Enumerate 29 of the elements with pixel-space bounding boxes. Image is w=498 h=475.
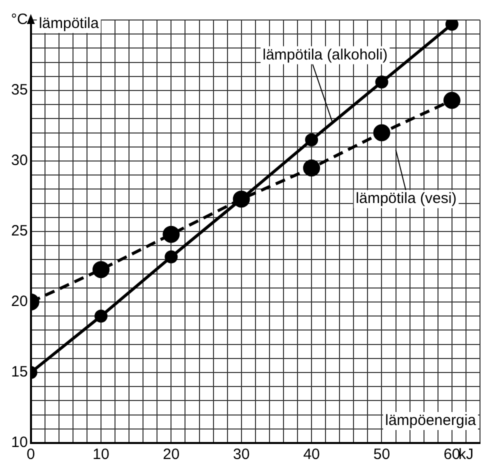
x-tick-label: 20 <box>162 446 180 464</box>
y-tick-label: 25 <box>11 222 28 240</box>
point <box>375 76 388 89</box>
point <box>92 261 110 278</box>
text: lämpötila (vesi) <box>356 190 457 208</box>
y-axis-title: lämpötila <box>38 15 100 32</box>
y-tick-label: °C <box>10 11 28 28</box>
y-tick-label: 35 <box>11 82 28 99</box>
point <box>445 20 458 31</box>
x-tick-label: 10 <box>92 446 110 464</box>
x-axis-title: lämpöenergia <box>385 412 477 430</box>
point <box>443 92 460 109</box>
point <box>373 124 390 142</box>
x-tick-label: kJ <box>458 446 474 464</box>
point <box>94 310 108 323</box>
point <box>305 133 318 146</box>
x-tick-label: 40 <box>303 446 320 464</box>
point <box>303 160 320 177</box>
y-tick-label: 30 <box>11 152 28 170</box>
x-tick-label: 60 <box>444 446 460 464</box>
x-tick-label: 50 <box>373 446 390 464</box>
point <box>162 226 180 243</box>
y-tick-label: 15 <box>11 364 28 381</box>
y-tick-label: 20 <box>11 293 28 310</box>
x-tick-label: 0 <box>26 446 36 464</box>
series-label: lämpötila (alkoholi) <box>262 46 388 64</box>
y-tick-label: 10 <box>11 434 28 452</box>
x-tick-label: 30 <box>233 446 250 464</box>
point <box>164 250 178 264</box>
